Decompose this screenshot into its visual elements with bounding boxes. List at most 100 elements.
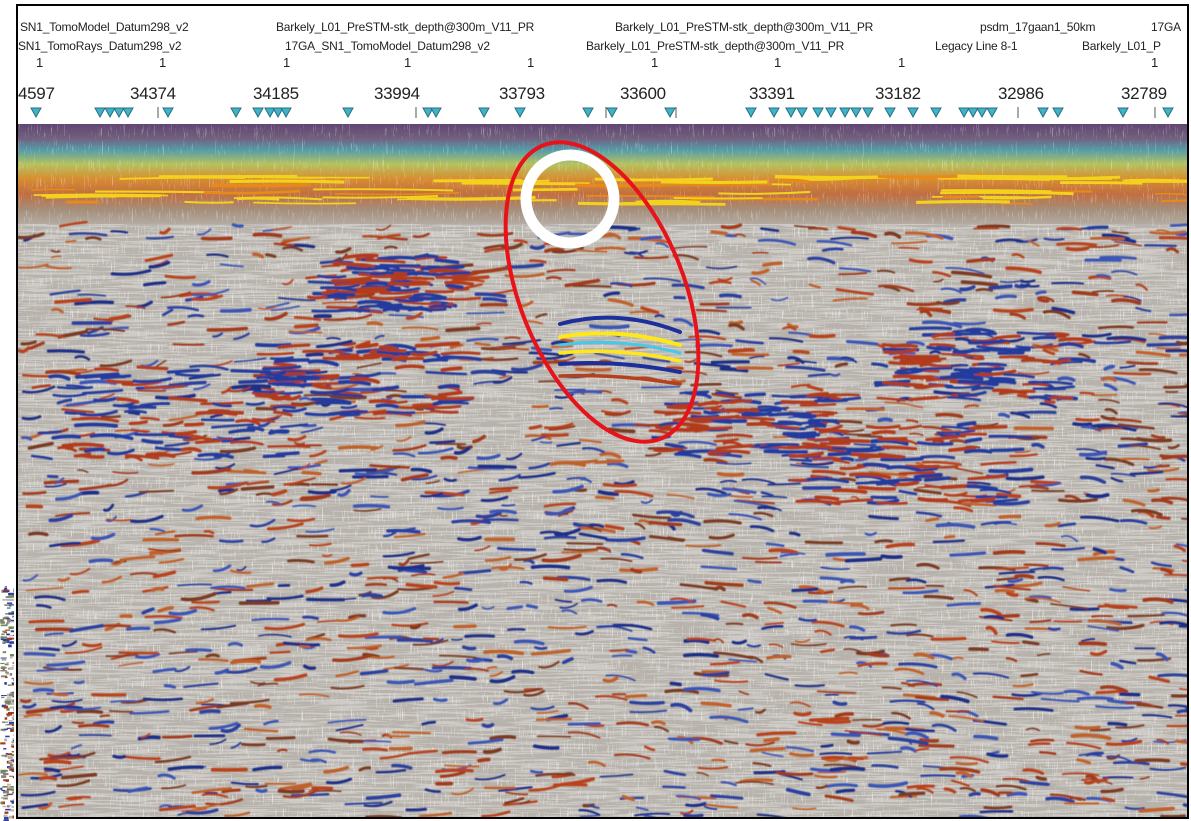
seismic-reflector	[363, 353, 394, 358]
seismic-reflector	[953, 506, 974, 513]
top-band-reflector	[512, 187, 578, 192]
seismic-reflector	[685, 544, 722, 548]
seismic-reflector	[439, 271, 471, 276]
seismic-reflector	[271, 489, 288, 497]
label-row1-0: SN1_TomoModel_Datum298_v2	[20, 20, 189, 34]
seismic-reflector	[100, 415, 121, 419]
seismic-reflector	[914, 747, 930, 752]
seismic-reflector	[236, 565, 247, 572]
seismic-reflector	[90, 532, 116, 541]
seismic-reflector	[52, 392, 87, 398]
seismic-reflector	[594, 352, 625, 360]
seismic-reflector	[1011, 692, 1043, 697]
seismic-reflector	[825, 552, 866, 557]
seismic-reflector	[1169, 313, 1187, 317]
seismic-reflector	[954, 337, 973, 343]
seismic-reflector	[25, 586, 64, 592]
seismic-reflector	[1135, 306, 1152, 313]
seismic-reflector	[1102, 776, 1134, 779]
seismic-reflector	[430, 409, 459, 414]
seismic-reflector	[422, 357, 449, 363]
seismic-reflector	[498, 786, 533, 792]
seismic-reflector	[725, 622, 744, 626]
seismic-reflector	[919, 738, 940, 743]
seismic-reflector	[335, 353, 360, 359]
seismic-reflector	[78, 723, 110, 728]
seismic-reflector	[334, 597, 357, 601]
seismic-reflector	[1130, 508, 1163, 517]
bright-anomaly-reflector	[558, 373, 682, 386]
seismic-reflector	[100, 624, 132, 628]
seismic-reflector	[1105, 739, 1143, 746]
seismic-reflector	[1037, 575, 1065, 582]
seismic-reflector	[904, 231, 944, 240]
seismic-reflector	[245, 401, 265, 406]
geophone-marker	[1052, 107, 1064, 119]
seismic-reflector	[629, 709, 668, 714]
seismic-reflector	[161, 734, 193, 739]
seismic-reflector	[464, 667, 489, 672]
seismic-reflector	[992, 549, 1026, 555]
seismic-reflector	[255, 406, 277, 411]
seismic-reflector	[93, 397, 117, 403]
seismic-reflector	[696, 772, 709, 777]
seismic-reflector	[926, 345, 952, 352]
seismic-reflector	[519, 799, 531, 805]
seismic-reflector	[308, 749, 337, 754]
red-highlight-ellipse	[503, 140, 701, 444]
seismic-reflector	[54, 297, 93, 304]
seismic-reflector	[79, 409, 118, 417]
seismic-reflector	[301, 494, 331, 500]
seismic-reflector	[1042, 348, 1056, 356]
seismic-reflector	[790, 643, 828, 647]
seismic-reflector	[881, 343, 912, 348]
seismic-reflector	[266, 522, 304, 531]
seismic-reflector	[933, 278, 944, 283]
seismic-reflector	[63, 706, 102, 711]
seismic-reflector	[370, 590, 399, 600]
seismic-reflector	[567, 722, 601, 726]
seismic-reflector	[664, 442, 685, 449]
seismic-reflector	[768, 643, 784, 648]
seismic-reflector	[915, 511, 943, 518]
seismic-reflector	[29, 341, 45, 350]
seismic-reflector	[24, 681, 54, 686]
seismic-reflector	[906, 784, 935, 789]
seismic-reflector	[684, 358, 697, 363]
seismic-reflector	[642, 356, 671, 363]
seismic-reflector	[79, 490, 100, 496]
seismic-reflector	[756, 731, 797, 737]
seismic-reflector	[364, 814, 402, 817]
label-row2-0: SN1_TomoRays_Datum298_v2	[18, 39, 182, 53]
seismic-reflector	[894, 480, 920, 487]
seismic-reflector	[695, 343, 733, 348]
seismic-reflector	[148, 463, 175, 467]
seismic-reflector	[737, 707, 754, 711]
seismic-reflector	[1079, 391, 1095, 396]
seismic-reflector	[279, 782, 312, 791]
seismic-reflector	[928, 343, 956, 348]
seismic-reflector	[933, 336, 969, 340]
seismic-reflector	[181, 504, 204, 512]
seismic-reflector	[993, 500, 1030, 506]
seismic-reflector	[332, 654, 372, 662]
seismic-reflector	[1057, 376, 1076, 382]
seismic-reflector	[839, 464, 867, 471]
seismic-reflector	[945, 266, 985, 275]
seismic-reflector	[754, 708, 766, 714]
seismic-reflector	[48, 541, 81, 548]
seismic-reflector	[253, 703, 272, 709]
seismic-reflector	[795, 360, 817, 364]
seismic-reflector	[414, 678, 454, 686]
seismic-reflector	[567, 731, 601, 739]
seismic-reflector	[496, 654, 514, 661]
seismic-reflector	[528, 424, 543, 430]
seismic-reflector	[230, 741, 242, 749]
seismic-reflector	[1126, 360, 1159, 365]
seismic-reflector	[759, 227, 780, 232]
track-mark: 1	[36, 55, 44, 70]
seismic-reflector	[219, 488, 239, 496]
cdp-label: 4597	[18, 84, 55, 103]
seismic-reflector	[789, 458, 813, 463]
seismic-reflector	[536, 735, 572, 738]
